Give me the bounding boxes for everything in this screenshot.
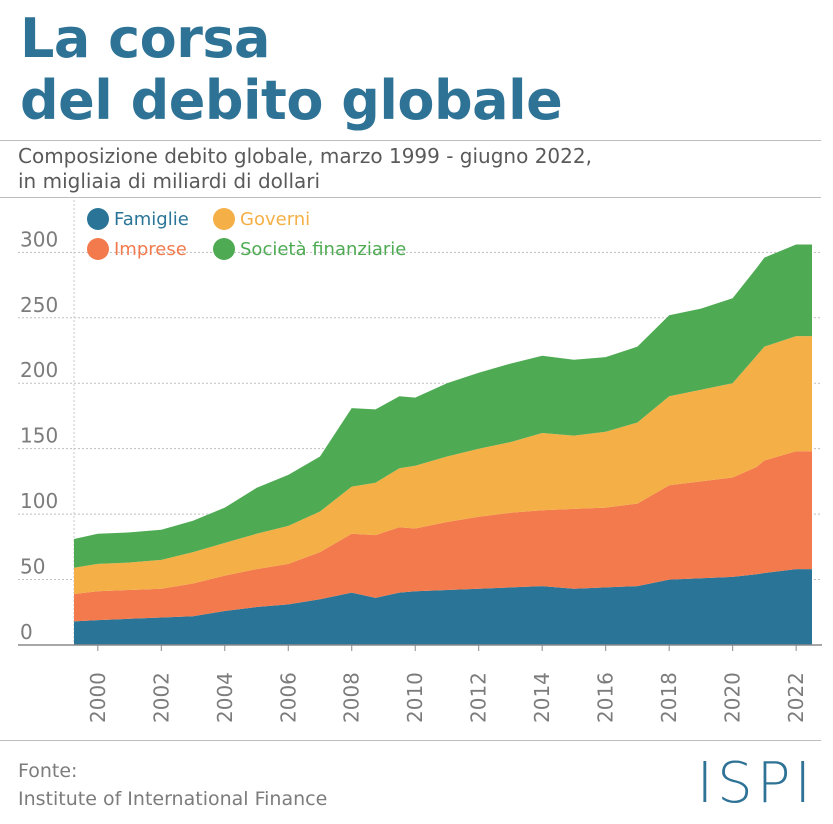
- divider-top: [0, 140, 821, 141]
- page-title: La corsa del debito globale: [20, 7, 563, 132]
- legend-swatch-governi: [213, 208, 235, 230]
- area-series: [74, 244, 812, 645]
- divider-bottom: [0, 740, 821, 741]
- x-tick-label: 2018: [657, 672, 681, 723]
- legend-swatch-imprese: [87, 238, 109, 260]
- x-tick-label: 2004: [213, 672, 237, 723]
- x-tick-label: 2006: [276, 672, 300, 723]
- x-tick-label: 2000: [86, 672, 110, 723]
- source-note: Fonte: Institute of International Financ…: [18, 757, 327, 813]
- x-tick-label: 2012: [467, 672, 491, 723]
- title-line-1: La corsa: [20, 7, 270, 70]
- x-tick-label: 2002: [149, 672, 173, 723]
- x-tick-label: 2022: [784, 672, 808, 723]
- legend-label-societ-finanziarie: Società finanziarie: [240, 239, 406, 260]
- legend-label-governi: Governi: [240, 209, 310, 230]
- y-tick-label: 250: [20, 293, 58, 317]
- ispi-logo: ISPI: [696, 751, 815, 816]
- x-tick-labels: 2000 2002 2004 2006 2008 2010 2012 2014 2016 2018…: [86, 645, 808, 723]
- y-tick-label: 300: [20, 227, 58, 251]
- subtitle-line-1: Composizione debito globale, marzo 1999 …: [18, 144, 592, 168]
- area-governi: [74, 336, 812, 594]
- y-tick-label: 100: [20, 489, 58, 513]
- legend-swatch-societ-finanziarie: [213, 238, 235, 260]
- y-tick-label: 150: [20, 424, 58, 448]
- legend-swatch-famiglie: [87, 208, 109, 230]
- y-tick-label: 200: [20, 358, 58, 382]
- area-famiglie: [74, 569, 812, 645]
- y-tick-label: 50: [20, 555, 45, 579]
- area-societ-finanziarie: [74, 244, 812, 568]
- chart-subtitle: Composizione debito globale, marzo 1999 …: [18, 144, 592, 194]
- legend-label-imprese: Imprese: [114, 239, 187, 260]
- legend: Famiglie Governi Imprese Società finanziari…: [87, 208, 406, 260]
- area-imprese: [74, 451, 812, 622]
- x-tick-label: 2010: [403, 672, 427, 723]
- divider-subtitle: [0, 197, 821, 198]
- subtitle-line-2: in migliaia di miliardi di dollari: [18, 169, 321, 193]
- y-tick-label: 0: [20, 620, 33, 644]
- y-tick-labels: 0 50 100 150 200 250 300: [20, 227, 58, 644]
- x-tick-label: 2016: [594, 672, 618, 723]
- source-label: Fonte:: [18, 760, 78, 782]
- x-tick-label: 2014: [530, 672, 554, 723]
- source-name: Institute of International Finance: [18, 788, 328, 810]
- legend-label-famiglie: Famiglie: [114, 209, 189, 230]
- x-tick-label: 2020: [721, 672, 745, 723]
- x-tick-label: 2008: [340, 672, 364, 723]
- title-line-2: del debito globale: [20, 69, 563, 132]
